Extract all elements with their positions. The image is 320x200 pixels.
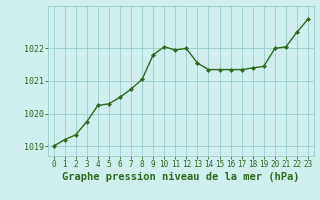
X-axis label: Graphe pression niveau de la mer (hPa): Graphe pression niveau de la mer (hPa) (62, 172, 300, 182)
